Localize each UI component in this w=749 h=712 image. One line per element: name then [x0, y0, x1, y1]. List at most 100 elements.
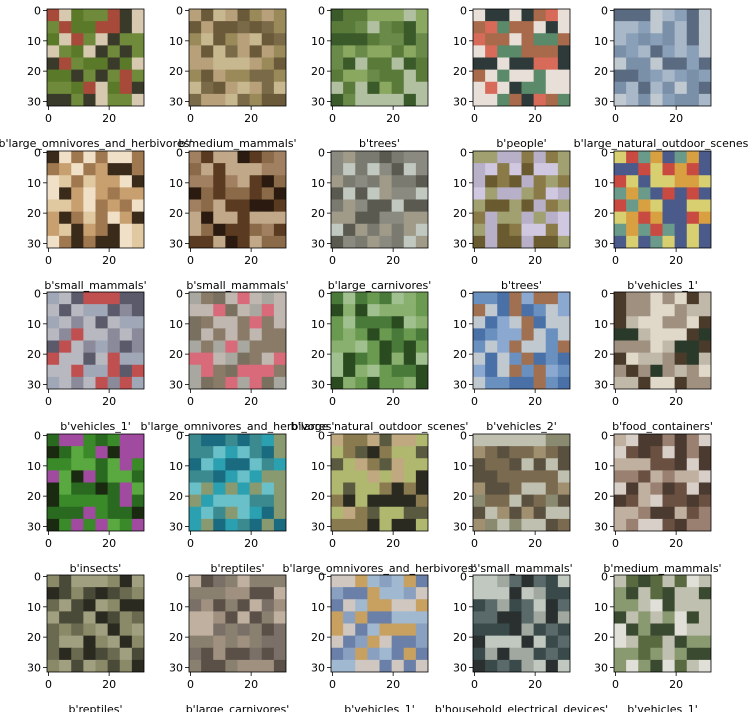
image-block — [71, 635, 84, 649]
image-block — [497, 482, 510, 496]
image-block — [59, 199, 72, 213]
image-block — [47, 328, 60, 342]
image-block — [686, 151, 700, 164]
image-block — [509, 199, 523, 213]
image-block — [674, 340, 688, 354]
panel-label: b'medium_mammals' — [603, 562, 721, 575]
image-block — [213, 235, 226, 248]
x-tick-label: 0 — [471, 537, 478, 550]
image-block — [83, 211, 97, 225]
x-tick-label: 20 — [669, 112, 683, 125]
image-block — [403, 446, 417, 459]
image-block — [497, 494, 510, 508]
image-block — [545, 93, 559, 106]
image-block — [71, 494, 84, 508]
image-block — [545, 340, 559, 354]
image-block — [273, 494, 286, 508]
y-tick-label: 0 — [460, 288, 467, 301]
image-block — [367, 292, 381, 305]
image-block — [201, 518, 214, 531]
image-block — [686, 69, 700, 83]
x-tick-label: 0 — [612, 395, 619, 408]
image-block — [509, 446, 523, 459]
image-block — [261, 151, 275, 164]
image-block — [237, 163, 251, 176]
y-tick-label: 20 — [169, 631, 183, 644]
image-block — [367, 434, 381, 447]
image-block — [497, 69, 510, 83]
panel-frame — [613, 8, 712, 107]
x-tick-label: 20 — [244, 395, 258, 408]
image-block — [415, 33, 428, 46]
image-block — [638, 482, 651, 496]
image-block — [662, 33, 676, 46]
panel-label: b'large_omnivores_and_herbivores' — [0, 137, 192, 150]
image-block — [473, 635, 486, 649]
image-block — [473, 81, 486, 95]
image-block — [131, 434, 144, 447]
image-block — [201, 69, 214, 83]
image-block — [662, 81, 676, 95]
x-tick-label: 20 — [102, 254, 116, 267]
image-block — [403, 364, 417, 378]
image-block — [189, 434, 202, 447]
image-block — [391, 446, 405, 459]
image-block — [47, 45, 60, 59]
image-block — [201, 587, 214, 600]
image-block — [545, 45, 559, 59]
image-block — [355, 328, 368, 342]
image-block — [343, 81, 356, 95]
image-block — [225, 163, 239, 176]
image-block — [237, 235, 251, 248]
image-block — [201, 93, 214, 106]
y-tick-label: 0 — [34, 430, 41, 443]
image-block — [225, 659, 239, 672]
image-block — [545, 659, 559, 672]
image-block — [331, 458, 344, 471]
image-block — [698, 57, 711, 71]
image-block — [686, 470, 700, 484]
image-block — [47, 223, 60, 237]
image-block — [626, 151, 639, 164]
image-block — [107, 599, 121, 612]
image-block — [355, 434, 368, 447]
image-block — [47, 211, 60, 225]
image-block — [662, 599, 676, 612]
image-block — [533, 482, 547, 496]
image-block — [521, 175, 535, 188]
image-block — [367, 587, 381, 600]
image-block — [533, 235, 547, 248]
image-block — [698, 352, 711, 366]
image-block — [131, 482, 144, 496]
image-block — [47, 494, 60, 508]
image-block — [509, 93, 523, 106]
image-block — [95, 446, 109, 459]
image-block — [650, 599, 664, 612]
image-block — [650, 482, 664, 496]
image-block — [249, 659, 263, 672]
image-block — [473, 611, 486, 625]
image-block — [521, 623, 535, 637]
image-block — [698, 434, 711, 447]
image-block — [189, 599, 202, 612]
image-block — [485, 659, 498, 672]
y-tick-label: 0 — [601, 5, 608, 18]
image-block — [131, 151, 144, 164]
image-block — [521, 81, 535, 95]
image-block — [650, 199, 664, 213]
image-block — [261, 647, 275, 661]
image-block — [367, 223, 381, 237]
image-block — [355, 458, 368, 471]
panel-image — [47, 575, 144, 672]
image-block — [415, 69, 428, 83]
image-block — [415, 93, 428, 106]
image-block — [545, 482, 559, 496]
y-tick-label: 10 — [594, 318, 608, 331]
image-block — [355, 635, 368, 649]
image-block — [614, 470, 627, 484]
image-block — [119, 93, 133, 106]
image-block — [355, 211, 368, 225]
image-block — [249, 611, 263, 625]
image-block — [650, 9, 664, 22]
